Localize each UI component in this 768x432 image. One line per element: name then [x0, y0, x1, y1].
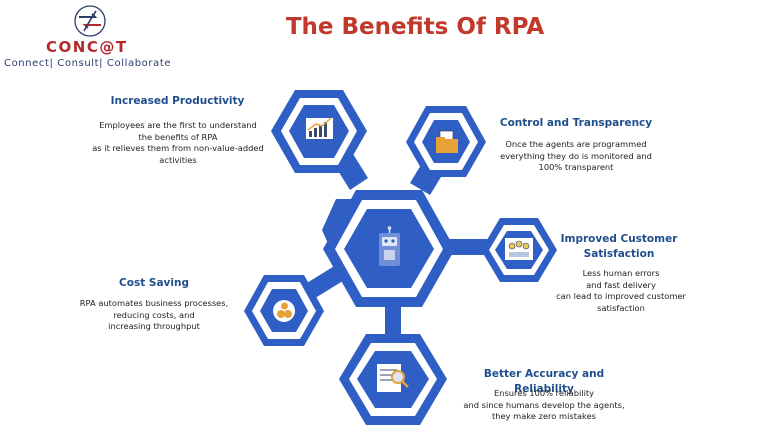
center-hexagon	[322, 190, 455, 307]
cost-saving-heading: Cost Saving	[119, 277, 189, 289]
satisfaction-heading: Improved Customer Satisfaction	[560, 233, 678, 260]
accuracy-hexagon	[339, 334, 447, 425]
control-description: Once the agents are programmed everythin…	[500, 139, 652, 172]
control-heading: Control and Transparency	[499, 117, 653, 129]
folder-documents-icon	[436, 130, 458, 153]
logo-name: CONC@T	[46, 38, 128, 56]
company-logo: CONC@T Connect| Consult| Collaborate	[0, 0, 180, 72]
page-title: The Benefits Of RPA	[285, 14, 545, 40]
productivity-description: Employees are the first to understand th…	[92, 120, 264, 165]
satisfaction-hexagon	[481, 218, 557, 282]
control-hexagon	[406, 106, 486, 177]
robot-icon	[379, 226, 400, 266]
coins-icon	[273, 300, 295, 322]
accuracy-description: Ensures 100% reliability and since human…	[463, 388, 625, 421]
productivity-hexagon	[271, 90, 367, 173]
customer-feedback-icon	[505, 238, 533, 260]
productivity-heading: Increased Productivity	[110, 95, 245, 107]
growth-chart-icon	[306, 117, 333, 139]
logo-tagline: Connect| Consult| Collaborate	[4, 58, 172, 69]
cost-saving-description: RPA automates business processes, reduci…	[79, 298, 229, 331]
accuracy-heading: Better Accuracy and Reliability	[483, 368, 605, 395]
logo-mark-icon	[74, 5, 106, 37]
satisfaction-description: Less human errors and fast delivery can …	[556, 268, 686, 313]
cost-saving-hexagon	[244, 275, 324, 346]
document-magnifier-icon	[377, 364, 409, 392]
